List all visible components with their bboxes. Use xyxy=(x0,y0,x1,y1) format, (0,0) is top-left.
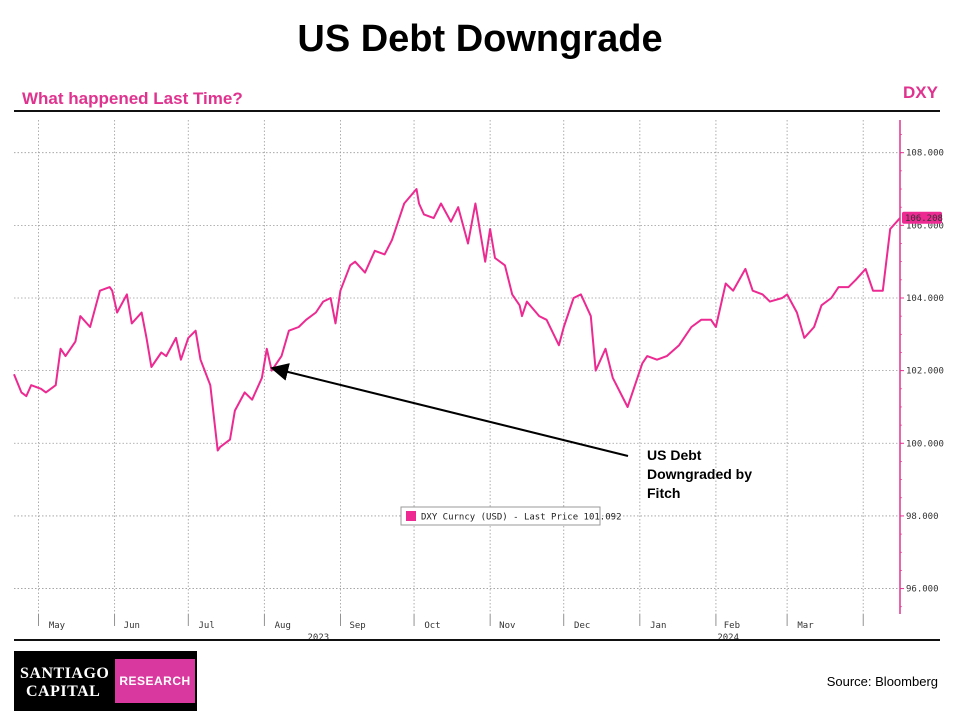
x-tick-label: May xyxy=(49,621,66,631)
page-title: US Debt Downgrade xyxy=(297,18,663,60)
x-tick-label: Jul xyxy=(199,621,215,631)
y-tick-label: 102.000 xyxy=(906,367,944,377)
annotation-arrow xyxy=(270,363,629,457)
y-tick-label: 104.000 xyxy=(906,294,944,304)
annotation-line-1: US Debt xyxy=(647,447,702,463)
x-tick-label: Sep xyxy=(349,621,365,631)
annotation-line-2: Downgraded by xyxy=(647,466,752,482)
x-tick-label: Jan xyxy=(650,621,666,631)
x-tick-label: Nov xyxy=(499,621,515,631)
x-year-label: 2023 xyxy=(307,633,329,639)
x-year-label: 2024 xyxy=(717,633,739,639)
y-tick-layer: 96.000 98.000 100.000 102.000 104.000 106.000… xyxy=(900,134,944,608)
grid-layer xyxy=(14,120,900,614)
santiago-capital-logo: Santiago Capital RESEARCH xyxy=(14,651,197,711)
dxy-line-chart: 96.000 98.000 100.000 102.000 104.000 106.000… xyxy=(13,120,944,639)
logo-line-2: Capital xyxy=(26,683,101,700)
x-tick-layer: May Jun Jul Aug Sep Oct Nov Dec Jan Feb Mar 2023 202… xyxy=(38,614,864,639)
source-note: Source: Bloomberg xyxy=(826,674,938,689)
x-tick-label: Aug xyxy=(275,621,291,631)
y-tick-label: 98.000 xyxy=(906,512,939,522)
last-value-badge: 106.208 xyxy=(902,211,943,224)
x-tick-label: Feb xyxy=(724,621,740,631)
x-tick-label: Dec xyxy=(574,621,590,631)
top-divider xyxy=(14,110,940,112)
logo-line-1: Santiago xyxy=(20,665,110,682)
y-tick-label: 100.000 xyxy=(906,439,944,449)
x-tick-label: Oct xyxy=(424,621,440,631)
logo-research-badge: RESEARCH xyxy=(115,659,195,703)
legend-swatch xyxy=(406,511,416,521)
series-line-dxy xyxy=(13,188,901,452)
y-tick-label: 108.000 xyxy=(906,149,944,159)
legend-label: DXY Curncy (USD) - Last Price 101.092 xyxy=(421,513,621,523)
bottom-divider xyxy=(14,639,940,641)
y-tick-label: 96.000 xyxy=(906,585,939,595)
ticker-label: DXY xyxy=(903,83,938,102)
last-value-label: 106.208 xyxy=(905,214,943,224)
x-tick-label: Mar xyxy=(797,621,814,631)
annotation-line-3: Fitch xyxy=(647,485,680,501)
page-subtitle: What happened Last Time? xyxy=(22,89,243,108)
x-tick-label: Jun xyxy=(124,621,140,631)
y-tick-label: 106.000 xyxy=(906,221,944,231)
legend-box: DXY Curncy (USD) - Last Price 101.092 xyxy=(400,506,621,526)
